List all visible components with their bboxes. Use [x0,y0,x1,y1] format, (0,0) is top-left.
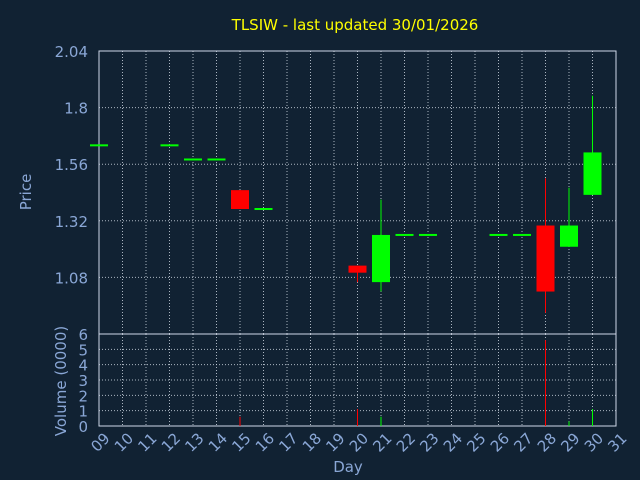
y-axis-label: Price [17,174,35,211]
price-tick-label: 1.56 [55,156,88,174]
x-tick-label: 22 [393,429,419,455]
volume-tick-label: 4 [78,357,88,375]
candle-body [560,225,578,247]
candle-body [348,265,367,273]
x-tick-label: 21 [369,429,395,455]
x-tick-labels: 0910111213141516171819202122232425262728… [87,429,630,455]
x-tick-label: 29 [557,429,583,455]
x-tick-label: 27 [510,429,536,455]
candle-body [184,158,202,161]
candle-body [231,190,249,210]
price-tick-label: 2.04 [55,43,88,61]
x-tick-label: 12 [158,429,184,455]
x-tick-label: 16 [252,429,278,455]
x-tick-label: 31 [604,429,630,455]
x-tick-label: 17 [275,429,301,455]
price-tick-label: 1.08 [55,269,88,287]
x-tick-label: 09 [87,429,113,455]
volume-tick-label: 2 [78,387,88,405]
candle-body [207,158,226,161]
candle-body [160,144,179,147]
x-tick-label: 11 [134,429,160,455]
candle-body [395,233,414,236]
x-tick-label: 18 [299,429,325,455]
price-tick-labels: 2.04 1.8 1.56 1.32 1.08 [55,43,88,287]
x-tick-label: 26 [487,429,513,455]
x-tick-label: 13 [181,429,207,455]
volume-tick-label: 5 [78,341,88,359]
candle-body [536,225,555,292]
volume-bars-layer [239,340,593,426]
candle-body [513,233,531,236]
x-tick-label: 28 [534,429,560,455]
candle-body [254,208,273,211]
candle-body [419,233,437,236]
volume-axis-label: Volume (0000) [52,326,70,436]
volume-tick-label: 0 [78,418,88,436]
x-tick-label: 19 [322,429,348,455]
chart-title: TLSIW - last updated 30/01/2026 [231,16,479,34]
candle-body [372,234,390,283]
x-tick-label: 24 [440,429,466,455]
price-tick-label: 1.32 [55,213,88,231]
x-tick-label: 15 [228,429,254,455]
x-tick-label: 10 [111,429,137,455]
x-tick-label: 14 [205,429,231,455]
volume-tick-label: 3 [78,372,88,390]
candles-layer [90,95,602,313]
x-tick-label: 20 [346,429,372,455]
candle-body [90,144,108,147]
candle-body [489,233,508,236]
x-axis-label: Day [333,458,363,476]
volume-tick-label: 1 [78,403,88,421]
candle-body [583,152,602,195]
x-tick-label: 30 [581,429,607,455]
x-tick-label: 25 [463,429,489,455]
x-tick-label: 23 [416,429,442,455]
volume-tick-label: 6 [78,326,88,344]
price-tick-label: 1.8 [64,100,88,118]
